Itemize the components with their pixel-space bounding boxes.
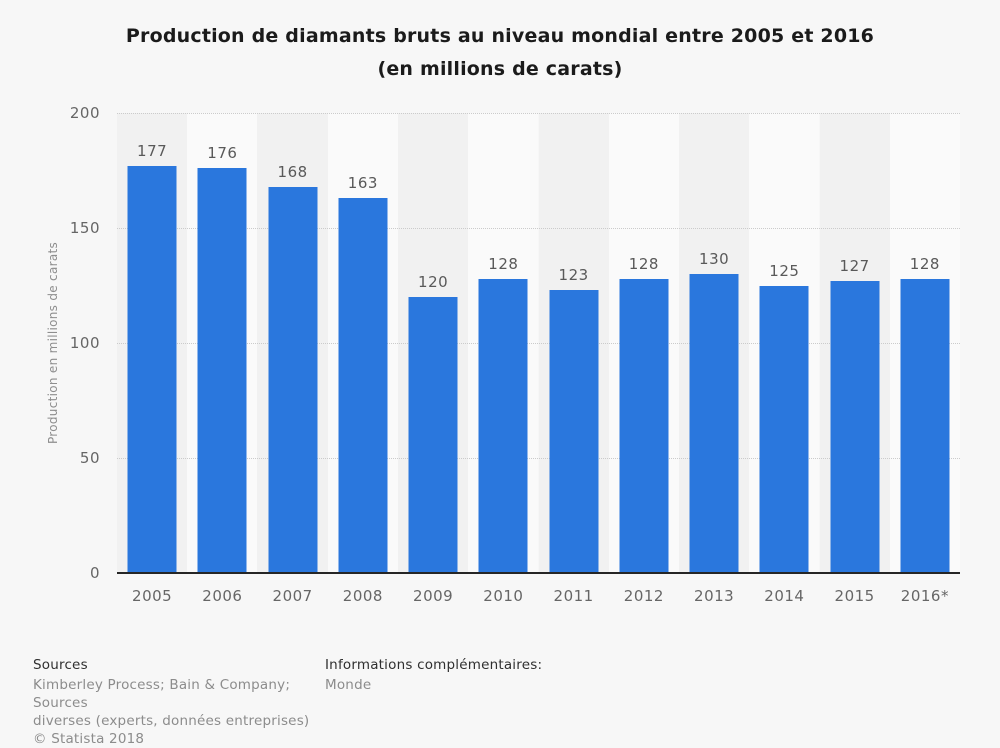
x-tick-label-2016*: 2016* [900,587,949,605]
bar-2009[interactable] [408,297,458,573]
value-label-2007: 168 [277,162,308,181]
copyright-statista: © Statista 2018 [33,731,145,747]
x-tick-label-2006: 2006 [202,587,243,605]
sources-line-1: Kimberley Process; Bain & Company; Sourc… [33,677,291,711]
category-band-2012: 128 [608,113,679,573]
category-band-2013: 130 [678,113,750,573]
x-axis-labels: 2005 2006 2007 2008 2009 2010 2011 2012 2013 2014… [117,587,960,605]
value-label-2016*: 128 [909,254,940,273]
category-band-2010: 128 [468,113,539,573]
bar-2006[interactable] [197,168,247,573]
bar-2011[interactable] [549,290,599,573]
value-label-2015: 127 [839,256,870,275]
bar-2005[interactable] [127,165,177,573]
value-label-2006: 176 [207,144,238,163]
x-tick-label-2005: 2005 [132,587,173,605]
x-tick-label-2010: 2010 [483,587,524,605]
chart-title-line-1: Production de diamants bruts au niveau m… [125,25,875,47]
x-tick-label-2007: 2007 [272,587,313,605]
bar-2010[interactable] [478,278,528,573]
bar-2016*[interactable] [900,278,950,573]
sources-heading: Sources [33,657,88,673]
y-tick-label-0: 0 [89,564,100,582]
value-label-2012: 128 [628,254,659,273]
category-band-2008: 163 [327,113,398,573]
bar-2008[interactable] [338,198,388,573]
y-tick-label-50: 50 [79,449,100,467]
gridline-200 [117,113,960,114]
x-tick-label-2011: 2011 [553,587,594,605]
bar-2012[interactable] [619,278,669,573]
chart-title-line-2: (en millions de carats) [377,58,623,80]
y-axis-title: Production en millions de carats [46,241,60,445]
x-tick-label-2012: 2012 [623,587,664,605]
x-tick-label-2015: 2015 [834,587,875,605]
category-band-2016*: 128 [889,113,960,573]
value-label-2010: 128 [488,254,519,273]
footer-sources: Sources Kimberley Process; Bain & Compan… [33,657,323,748]
x-tick-label-2013: 2013 [694,587,735,605]
y-axis: 0 50 100 150 200 [0,104,100,582]
x-tick-label-2014: 2014 [764,587,805,605]
y-tick-label-150: 150 [69,219,100,237]
sources-line-2: diverses (experts, données entreprises) [33,713,310,729]
category-band-2009: 120 [397,113,469,573]
gridline-150 [117,228,960,229]
bar-2007[interactable] [268,186,318,573]
plot-area: 128 127 125 130 128 123 128 120 163 168 176 177 [117,113,960,574]
bar-2013[interactable] [689,274,739,573]
x-tick-label-2009: 2009 [413,587,454,605]
gridline-50 [117,458,960,459]
y-tick-label-100: 100 [69,334,100,352]
category-band-2011: 123 [538,113,609,573]
value-label-2009: 120 [418,273,449,291]
category-band-2007: 168 [257,113,328,573]
value-label-2013: 130 [699,250,730,268]
gridline-100 [117,343,960,344]
additional-info-value: Monde [325,677,372,693]
value-label-2005: 177 [137,141,168,160]
bar-2015[interactable] [830,280,880,573]
bar-2014[interactable] [759,285,809,573]
x-tick-label-2008: 2008 [342,587,383,605]
category-band-2015: 127 [819,113,890,573]
category-band-2005: 177 [117,113,188,573]
category-band-2006: 176 [187,113,258,573]
value-label-2014: 125 [769,261,800,280]
additional-info-heading: Informations complémentaires: [325,657,543,673]
chart-title: Production de diamants bruts au niveau m… [0,20,1000,86]
value-label-2008: 163 [347,174,378,193]
value-label-2011: 123 [558,266,589,285]
x-axis-line [117,572,960,574]
y-tick-label-200: 200 [69,104,100,122]
category-band-2014: 125 [749,113,820,573]
footer-additional-info: Informations complémentaires: Monde [325,657,625,694]
